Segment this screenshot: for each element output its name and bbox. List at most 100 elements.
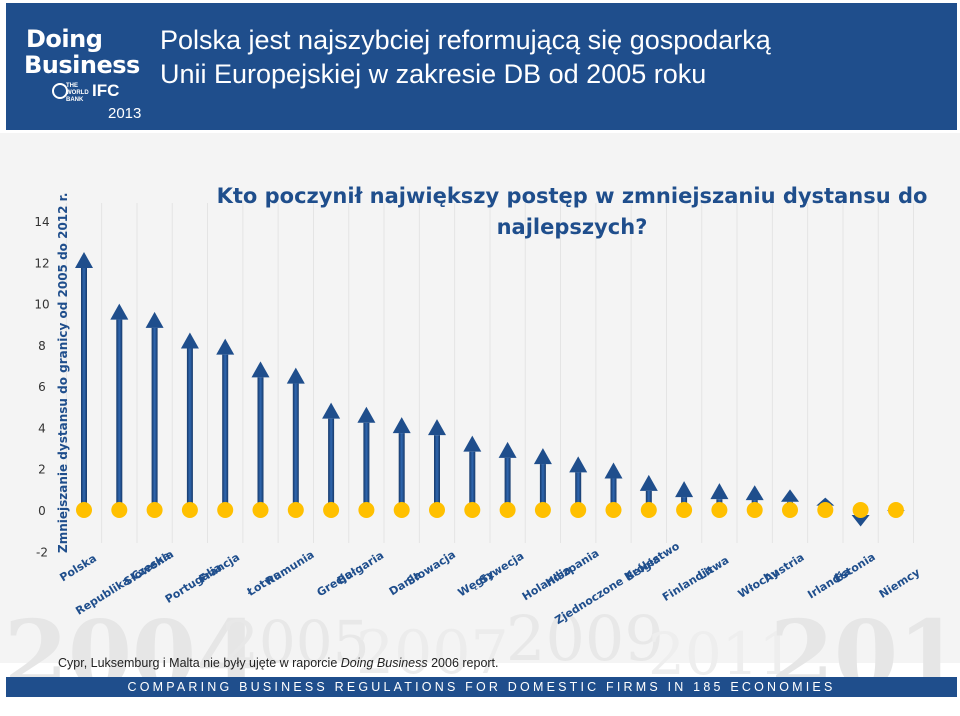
page-title-line2: Unii Europejskiej w zakresie DB od 2005 … bbox=[160, 59, 707, 89]
baseline-dot bbox=[887, 502, 904, 518]
arrow-head bbox=[533, 448, 552, 465]
baseline-dot bbox=[852, 502, 869, 518]
y-tick-label: 12 bbox=[34, 256, 49, 270]
arrow-head bbox=[180, 332, 199, 349]
page-title: Polska jest najszybciej reformującą się … bbox=[160, 23, 960, 91]
bg-year: 2011 bbox=[648, 620, 796, 685]
arrow-head bbox=[781, 489, 799, 502]
arrow-shaft bbox=[186, 348, 193, 510]
baseline-dot bbox=[711, 502, 728, 518]
arrow-shaft bbox=[645, 490, 652, 510]
arrow-head bbox=[498, 441, 517, 458]
y-tick-label: 14 bbox=[34, 215, 49, 229]
chart-title-line1: Kto poczynił największy postęp w zmniejs… bbox=[217, 184, 928, 208]
bg-year: 2007 bbox=[356, 618, 509, 685]
arrow-shaft bbox=[81, 267, 87, 510]
footnote-prefix: Cypr, Luksemburg i Malta nie były ujęte … bbox=[58, 656, 341, 670]
world-bank-globe-icon bbox=[52, 83, 68, 99]
title-banner: Doing Business THE WORLD BANK IFC 2013 P… bbox=[6, 3, 957, 130]
x-category-label: Słowacja bbox=[404, 548, 457, 588]
y-tick-label: 2 bbox=[38, 463, 46, 477]
arrow-head bbox=[745, 485, 764, 501]
baseline-dot bbox=[640, 502, 657, 518]
y-tick-label: 10 bbox=[34, 298, 49, 312]
baseline-dot bbox=[76, 502, 92, 518]
arrow-shaft bbox=[151, 327, 158, 510]
baseline-dot bbox=[393, 502, 410, 518]
baseline-dot bbox=[252, 502, 269, 518]
baseline-dot bbox=[676, 502, 693, 518]
baseline-dot bbox=[111, 502, 128, 518]
x-category-label: Rumunia bbox=[263, 548, 316, 588]
bg-year: 2009 bbox=[506, 602, 664, 675]
x-category-label: Litwa bbox=[696, 554, 731, 583]
arrow-head bbox=[75, 251, 93, 268]
x-category-label: Zjednoczone Królestwo bbox=[553, 539, 683, 627]
background-years-watermark: 2004 2005 2007 2009 2011 2013 bbox=[0, 600, 960, 685]
baseline-dot bbox=[217, 502, 234, 518]
x-category-label: Słowenia bbox=[121, 548, 176, 589]
arrow-head bbox=[428, 419, 446, 436]
bg-year: 2004 bbox=[4, 600, 261, 685]
x-category-label: Polska bbox=[57, 552, 98, 585]
baseline-dot bbox=[464, 502, 481, 518]
bg-year: 2005 bbox=[222, 608, 370, 676]
x-category-label: Francja bbox=[197, 551, 242, 586]
arrow-head bbox=[216, 338, 235, 355]
arrow-shaft bbox=[257, 377, 264, 510]
baseline-dot bbox=[499, 502, 516, 518]
x-category-label: Niemcy bbox=[877, 566, 923, 601]
arrow-head bbox=[392, 417, 411, 434]
x-category-label: Hiszpania bbox=[543, 547, 601, 590]
baseline-dot bbox=[181, 502, 198, 518]
arrow-head bbox=[357, 406, 376, 423]
arrow-shaft bbox=[575, 472, 582, 510]
arrow-head bbox=[639, 474, 658, 491]
baseline-dot bbox=[287, 502, 304, 518]
baseline-dot bbox=[570, 502, 587, 518]
header: Doing Business THE WORLD BANK IFC 2013 P… bbox=[0, 0, 960, 133]
chart-area bbox=[0, 133, 960, 663]
arrow-head bbox=[710, 483, 729, 500]
baseline-dot bbox=[605, 502, 622, 518]
arrow-shaft bbox=[222, 354, 229, 510]
y-tick-label: 6 bbox=[38, 380, 46, 394]
footer-bar: COMPARING BUSINESS REGULATIONS FOR DOMES… bbox=[6, 677, 957, 697]
x-category-label: Belgia bbox=[623, 552, 663, 584]
y-tick-label: 8 bbox=[38, 339, 46, 353]
arrow-head bbox=[286, 367, 305, 384]
footnote: Cypr, Luksemburg i Malta nie były ujęte … bbox=[58, 656, 499, 670]
arrow-head bbox=[604, 462, 623, 479]
baseline-dot bbox=[358, 502, 375, 518]
arrow-head bbox=[251, 361, 270, 378]
arrow-shaft bbox=[434, 435, 440, 510]
arrow-head bbox=[569, 456, 588, 473]
bg-year: 2013 bbox=[770, 600, 960, 685]
ifc-logo-text: IFC bbox=[92, 81, 120, 100]
y-tick-label: 0 bbox=[38, 504, 46, 518]
arrow-shaft bbox=[292, 383, 299, 510]
arrow-shaft bbox=[398, 433, 405, 510]
x-category-label: Estonia bbox=[832, 550, 878, 585]
arrow-shaft bbox=[610, 478, 617, 510]
arrow-head bbox=[110, 303, 129, 320]
world-bank-text: THE WORLD BANK bbox=[66, 83, 89, 103]
logo-year: 2013 bbox=[108, 105, 142, 122]
footnote-italic: Doing Business bbox=[340, 656, 428, 670]
arrow-head bbox=[675, 481, 694, 498]
baseline-dot bbox=[146, 502, 163, 518]
arrow-shaft bbox=[504, 457, 511, 510]
arrow-shaft bbox=[116, 319, 123, 510]
logo-line2: Business bbox=[24, 51, 140, 79]
arrow-shaft bbox=[469, 451, 476, 510]
page-title-line1: Polska jest najszybciej reformującą się … bbox=[160, 25, 771, 55]
baseline-dot bbox=[817, 502, 834, 518]
baseline-dot bbox=[746, 502, 763, 518]
arrow-shaft bbox=[328, 418, 335, 510]
x-category-label: Austria bbox=[762, 551, 807, 586]
baseline-dot bbox=[534, 502, 551, 518]
arrow-shaft bbox=[539, 464, 546, 510]
x-category-label: Szwecja bbox=[477, 549, 526, 586]
y-tick-label: 4 bbox=[38, 421, 46, 435]
